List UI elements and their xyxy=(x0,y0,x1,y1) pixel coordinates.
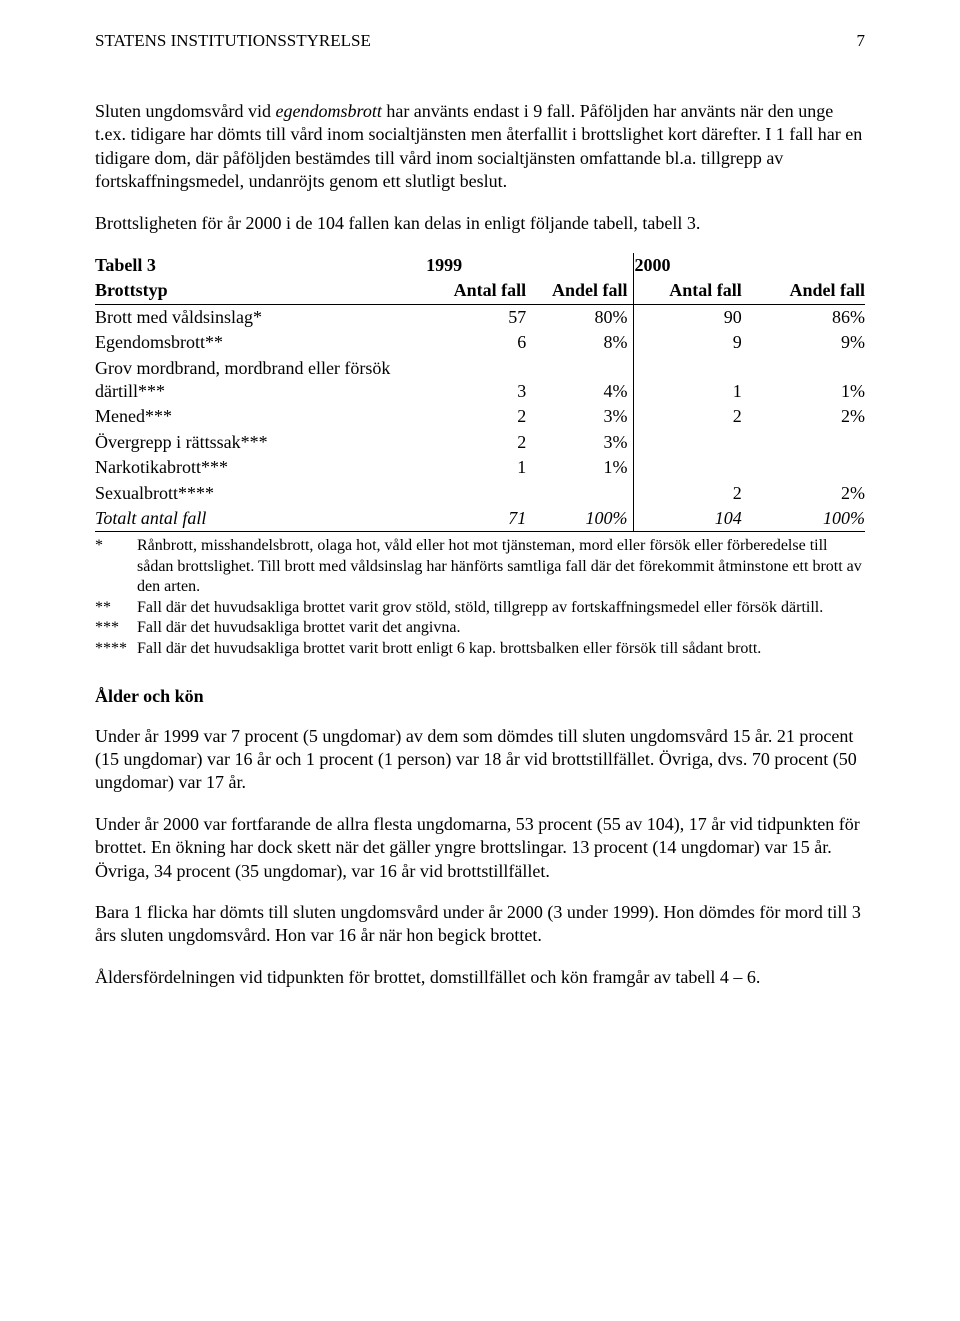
table-cell: 4% xyxy=(526,356,634,405)
table-year-row: Tabell 3 1999 2000 xyxy=(95,253,865,278)
total-a1: 71 xyxy=(426,506,526,532)
page-header: STATENS INSTITUTIONSSTYRELSE 7 xyxy=(95,30,865,52)
total-p2: 100% xyxy=(742,506,865,532)
table-cell: 2% xyxy=(742,481,865,506)
table-cell: 2 xyxy=(426,404,526,429)
table-cell xyxy=(526,481,634,506)
table-cell xyxy=(742,430,865,455)
org-name: STATENS INSTITUTIONSSTYRELSE xyxy=(95,30,371,52)
subheading-alder: Ålder och kön xyxy=(95,685,865,708)
table-cell: 2% xyxy=(742,404,865,429)
paragraph-2: Brottsligheten för år 2000 i de 104 fall… xyxy=(95,212,865,235)
table-cell: 1 xyxy=(634,356,742,405)
table-cell: 1% xyxy=(526,455,634,480)
table-cell: 2 xyxy=(634,404,742,429)
table-3: Tabell 3 1999 2000 Brottstyp Antal fall … xyxy=(95,253,865,532)
table-cell: 6 xyxy=(426,330,526,355)
table-total-row: Totalt antal fall 71 100% 104 100% xyxy=(95,506,865,532)
table-cell xyxy=(426,481,526,506)
total-label: Totalt antal fall xyxy=(95,506,426,532)
table-row: Narkotikabrott***11% xyxy=(95,455,865,480)
table-row: Övergrepp i rättssak***23% xyxy=(95,430,865,455)
total-a2: 104 xyxy=(634,506,742,532)
footnote-mark: * xyxy=(95,536,137,597)
hdr-brottstyp: Brottstyp xyxy=(95,278,426,304)
table-cell: Sexualbrott**** xyxy=(95,481,426,506)
table-cell: 1 xyxy=(426,455,526,480)
paragraph-6: Åldersfördelningen vid tidpunkten för br… xyxy=(95,966,865,989)
footnote-text: Fall där det huvudsakliga brottet varit … xyxy=(137,618,865,638)
paragraph-1: Sluten ungdomsvård vid egendomsbrott har… xyxy=(95,100,865,194)
table-cell: 2 xyxy=(634,481,742,506)
footnote-text: Rånbrott, misshandelsbrott, olaga hot, v… xyxy=(137,536,865,597)
footnote-mark: **** xyxy=(95,639,137,659)
para1-a: Sluten ungdomsvård vid xyxy=(95,101,276,121)
table-header-row: Brottstyp Antal fall Andel fall Antal fa… xyxy=(95,278,865,304)
table-row: Egendomsbrott**68%99% xyxy=(95,330,865,355)
table-cell: 8% xyxy=(526,330,634,355)
table-row: Sexualbrott**** 22% xyxy=(95,481,865,506)
table-cell: Egendomsbrott** xyxy=(95,330,426,355)
table-cell: 57 xyxy=(426,304,526,330)
hdr-antal-2: Antal fall xyxy=(634,278,742,304)
footnote-row: **Fall där det huvudsakliga brottet vari… xyxy=(95,598,865,618)
table-cell xyxy=(634,455,742,480)
table-row: Mened***23%22% xyxy=(95,404,865,429)
paragraph-5: Bara 1 flicka har dömts till sluten ungd… xyxy=(95,901,865,948)
table-row: Grov mordbrand, mordbrand eller försök d… xyxy=(95,356,865,405)
table-cell: 9 xyxy=(634,330,742,355)
table-cell xyxy=(634,430,742,455)
table-cell: Brott med våldsinslag* xyxy=(95,304,426,330)
footnote-text: Fall där det huvudsakliga brottet varit … xyxy=(137,598,865,618)
table-year-1999: 1999 xyxy=(426,253,526,278)
footnote-row: *Rånbrott, misshandelsbrott, olaga hot, … xyxy=(95,536,865,597)
hdr-andel-1: Andel fall xyxy=(526,278,634,304)
table-cell: 86% xyxy=(742,304,865,330)
table-cell: 3% xyxy=(526,404,634,429)
table-cell: 1% xyxy=(742,356,865,405)
hdr-andel-2: Andel fall xyxy=(742,278,865,304)
footnotes: *Rånbrott, misshandelsbrott, olaga hot, … xyxy=(95,536,865,659)
table-cell: Narkotikabrott*** xyxy=(95,455,426,480)
paragraph-4: Under år 2000 var fortfarande de allra f… xyxy=(95,813,865,883)
para1-term: egendomsbrott xyxy=(276,101,382,121)
table-cell: Övergrepp i rättssak*** xyxy=(95,430,426,455)
total-p1: 100% xyxy=(526,506,634,532)
footnote-mark: ** xyxy=(95,598,137,618)
table-cell: 3 xyxy=(426,356,526,405)
hdr-antal-1: Antal fall xyxy=(426,278,526,304)
table-cell: Mened*** xyxy=(95,404,426,429)
table-cell: 90 xyxy=(634,304,742,330)
table-cell: 3% xyxy=(526,430,634,455)
table-cell xyxy=(742,455,865,480)
paragraph-3: Under år 1999 var 7 procent (5 ungdomar)… xyxy=(95,725,865,795)
table-title: Tabell 3 xyxy=(95,253,426,278)
footnote-mark: *** xyxy=(95,618,137,638)
table-year-2000: 2000 xyxy=(634,253,742,278)
page-number: 7 xyxy=(857,30,866,52)
footnote-row: ****Fall där det huvudsakliga brottet va… xyxy=(95,639,865,659)
table-row: Brott med våldsinslag*5780%9086% xyxy=(95,304,865,330)
table-cell: 2 xyxy=(426,430,526,455)
footnote-text: Fall där det huvudsakliga brottet varit … xyxy=(137,639,865,659)
footnote-row: ***Fall där det huvudsakliga brottet var… xyxy=(95,618,865,638)
table-cell: Grov mordbrand, mordbrand eller försök d… xyxy=(95,356,426,405)
table-cell: 80% xyxy=(526,304,634,330)
table-cell: 9% xyxy=(742,330,865,355)
